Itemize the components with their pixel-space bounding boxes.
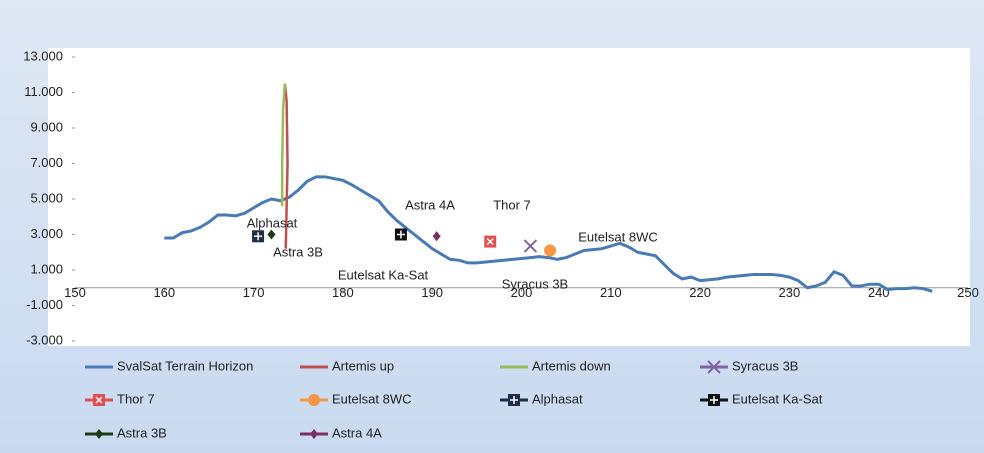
x-tick-label: 190	[421, 285, 443, 300]
annotation: Eutelsat 8WC	[578, 229, 657, 244]
marker	[267, 229, 276, 240]
annotation: Alphasat	[247, 215, 298, 230]
legend-label: Astra 4A	[332, 425, 382, 440]
legend-label: Artemis down	[532, 358, 611, 373]
annotation: Astra 3B	[273, 244, 323, 259]
marker	[707, 360, 721, 374]
x-tick-label: 210	[600, 285, 622, 300]
y-tick-label: 9.000	[30, 119, 63, 134]
x-tick-label: 150	[64, 285, 86, 300]
marker	[95, 429, 103, 439]
legend-label: Syracus 3B	[732, 358, 798, 373]
x-tick-label: 200	[511, 285, 533, 300]
marker-symbol	[710, 396, 718, 404]
legend-label: Alphasat	[532, 391, 583, 406]
annotation: Syracus 3B	[502, 276, 568, 291]
plot-area	[48, 48, 970, 346]
series-line	[164, 175, 933, 293]
y-tick-label: -1.000	[26, 297, 63, 312]
legend-label: Eutelsat 8WC	[332, 391, 411, 406]
y-tick-label: -3.000	[26, 332, 63, 347]
legend-label: Artemis up	[332, 358, 394, 373]
marker	[432, 231, 441, 242]
marker	[308, 394, 320, 406]
y-tick-label: 7.000	[30, 155, 63, 170]
legend-label: Eutelsat Ka-Sat	[732, 391, 823, 406]
legend-label: Thor 7	[117, 391, 155, 406]
x-tick-label: 230	[779, 285, 801, 300]
x-tick-label: 220	[689, 285, 711, 300]
y-tick-label: 1.000	[30, 261, 63, 276]
annotation: Eutelsat Ka-Sat	[338, 267, 429, 282]
legend-label: SvalSat Terrain Horizon	[117, 358, 253, 373]
marker	[544, 244, 557, 257]
marker-symbol	[254, 232, 263, 241]
y-tick-label: 11.000	[24, 84, 63, 99]
marker	[310, 429, 318, 439]
y-tick-label: 13.000	[23, 48, 63, 63]
x-tick-label: 160	[153, 285, 175, 300]
legend-label: Astra 3B	[117, 425, 167, 440]
series-line	[280, 83, 287, 207]
series-line	[283, 83, 289, 249]
marker	[523, 239, 538, 253]
marker-symbol	[510, 396, 518, 404]
marker-symbol	[396, 230, 405, 239]
x-tick-label: 250	[957, 285, 979, 300]
y-tick-label: 5.000	[30, 190, 63, 205]
marker-symbol	[486, 238, 494, 246]
x-tick-label: 170	[243, 285, 265, 300]
y-tick-label: 3.000	[30, 226, 63, 241]
marker-symbol	[95, 396, 103, 404]
x-tick-label: 180	[332, 285, 354, 300]
annotation: Astra 4A	[405, 197, 455, 212]
annotation: Thor 7	[493, 197, 531, 212]
